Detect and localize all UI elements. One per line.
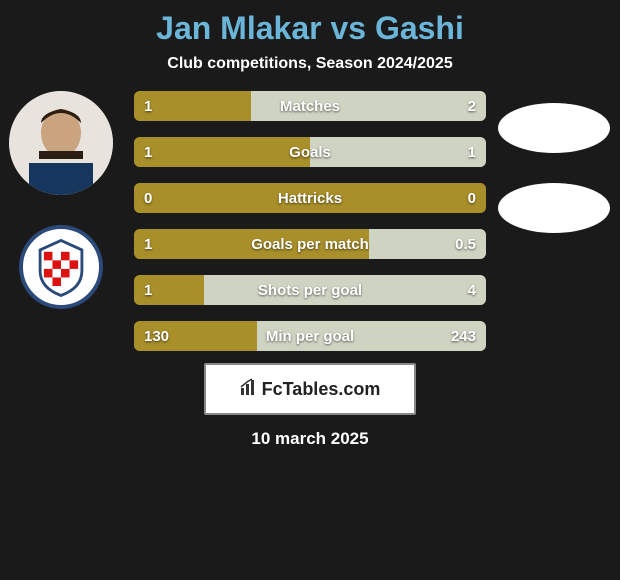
- hajduk-logo-icon: [23, 229, 99, 305]
- stat-value-left: 1: [144, 275, 152, 305]
- stat-value-left: 1: [144, 229, 152, 259]
- stat-row: 00Hattricks: [134, 183, 486, 213]
- stat-row: 12Matches: [134, 91, 486, 121]
- stat-value-left: 1: [144, 91, 152, 121]
- comparison-subtitle: Club competitions, Season 2024/2025: [0, 55, 620, 91]
- stat-value-left: 1: [144, 137, 152, 167]
- player2-club-logo: [498, 183, 610, 233]
- stat-value-right: 2: [468, 91, 476, 121]
- stat-row: 14Shots per goal: [134, 275, 486, 305]
- player1-avatar-icon: [9, 91, 113, 195]
- stat-bar-right-fill: [310, 137, 486, 167]
- stat-bar-left-fill: [134, 183, 486, 213]
- stat-bar-right-fill: [204, 275, 486, 305]
- stat-bar-left-fill: [134, 137, 310, 167]
- stat-value-left: 0: [144, 183, 152, 213]
- stat-value-right: 4: [468, 275, 476, 305]
- comparison-body: 12Matches11Goals00Hattricks10.5Goals per…: [0, 91, 620, 351]
- right-player-column: [496, 91, 612, 233]
- branding-text: FcTables.com: [262, 379, 381, 400]
- chart-icon: [240, 378, 258, 401]
- comparison-date: 10 march 2025: [0, 429, 620, 449]
- stat-value-right: 243: [451, 321, 476, 351]
- stat-value-right: 0.5: [455, 229, 476, 259]
- player1-photo: [9, 91, 113, 195]
- stat-bar-right-fill: [251, 91, 486, 121]
- stat-row: 11Goals: [134, 137, 486, 167]
- left-player-column: [8, 91, 114, 309]
- comparison-title: Jan Mlakar vs Gashi: [0, 0, 620, 55]
- stat-value-right: 0: [468, 183, 476, 213]
- stat-value-right: 1: [468, 137, 476, 167]
- player2-photo: [498, 103, 610, 153]
- stat-value-left: 130: [144, 321, 169, 351]
- stat-row: 130243Min per goal: [134, 321, 486, 351]
- stat-bar-left-fill: [134, 229, 369, 259]
- stat-row: 10.5Goals per match: [134, 229, 486, 259]
- stat-bars: 12Matches11Goals00Hattricks10.5Goals per…: [134, 91, 486, 351]
- fctables-branding: FcTables.com: [204, 363, 416, 415]
- player1-club-logo: [19, 225, 103, 309]
